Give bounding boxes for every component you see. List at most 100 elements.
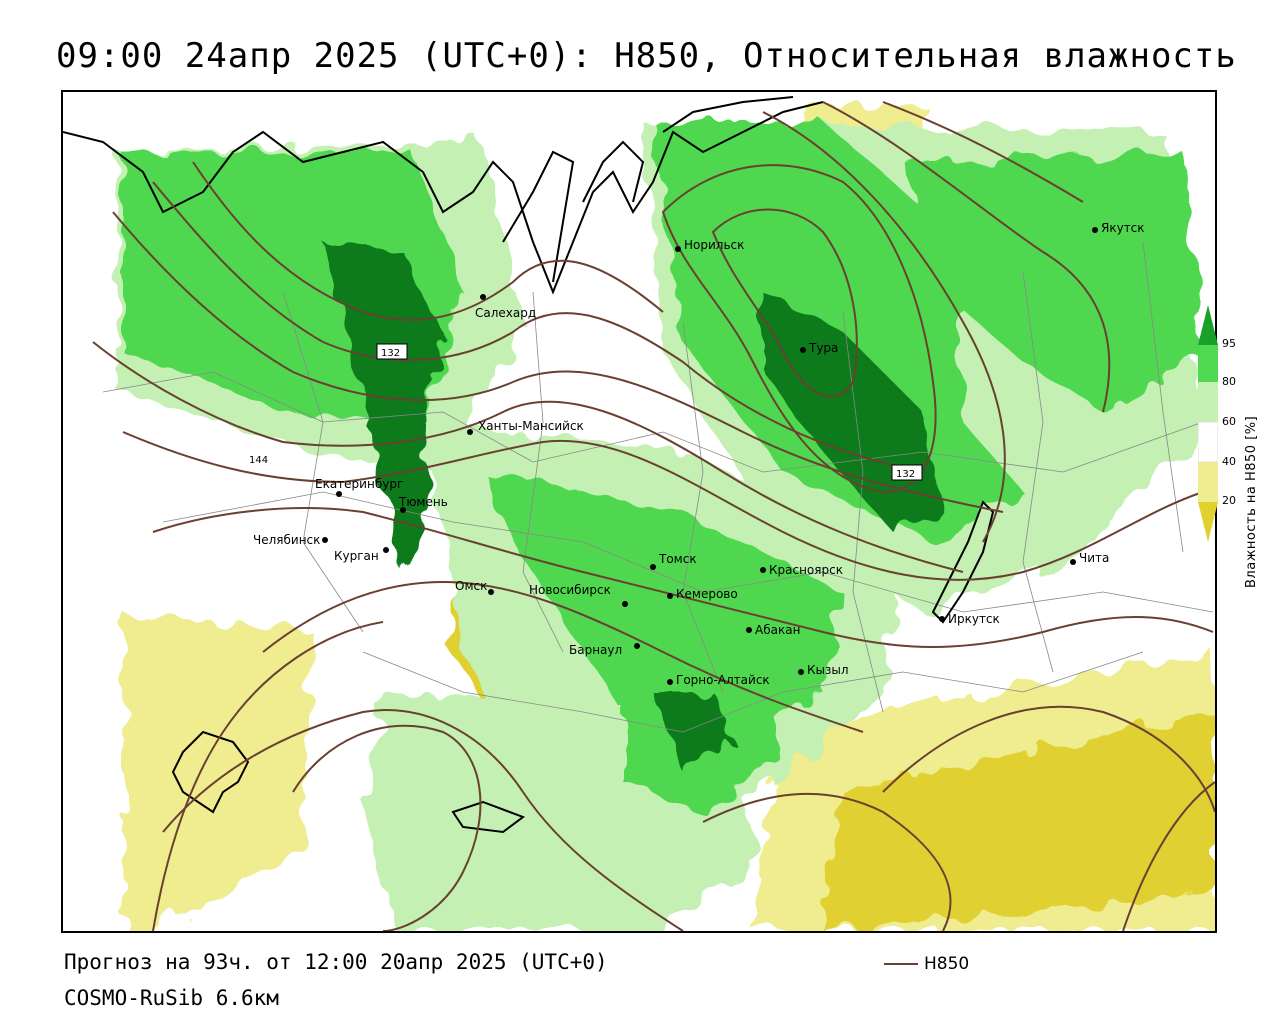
city-label: Тюмень [398,495,448,509]
city-label: Омск [455,579,487,593]
contour-label-2: 132 [896,469,915,480]
city-marker: Чита [1070,551,1109,565]
contour-label-3: 144 [249,455,268,466]
city-dot [746,627,752,633]
city-marker: Томск [650,552,697,570]
city-dot [634,643,640,649]
city-marker: Ханты-Мансийск [467,419,584,435]
contour-labels: 132 132 144 [249,343,923,481]
very-dry-region-southeast [823,712,1215,931]
city-dot [383,547,389,553]
colorbar-band-20 [1198,462,1218,502]
city-marker: Абакан [746,623,800,637]
city-label: Тура [808,341,838,355]
h850-contours [92,101,1215,931]
city-dot [650,564,656,570]
city-label: Абакан [755,623,800,637]
city-dot [400,507,406,513]
colorbar-bottom-arrow [1198,502,1218,542]
map-title: 09:00 24апр 2025 (UTC+0): H850, Относите… [56,36,1237,76]
city-marker: Салехард [475,294,536,320]
city-dot [675,246,681,252]
city-dot [1092,227,1098,233]
city-label: Челябинск [253,533,320,547]
city-label: Кемерово [676,587,738,601]
city-label: Ханты-Мансийск [478,419,584,433]
city-marker: Тура [800,341,838,355]
city-marker: Екатеринбург [315,477,403,497]
city-dot [667,679,673,685]
map-area[interactable]: 132 132 144 Якутск Норильск Салехард Тура Ха… [61,90,1217,933]
city-marker: Якутск [1092,221,1145,235]
city-marker: Иркутск [939,612,1000,626]
colorbar-tick-20: 20 [1222,494,1236,507]
cities-layer: Якутск Норильск Салехард Тура Ханты-Мансийск… [253,221,1145,687]
humidity-field [118,102,1215,931]
wet-region-yakutia [903,152,1203,412]
colorbar-title: Влажность на H850 [%] [1244,360,1268,590]
contour-label-1: 132 [381,348,400,359]
city-dot [622,601,628,607]
colorbar-tick-80: 80 [1222,375,1236,388]
city-label: Новосибирск [529,583,611,597]
lake-balkhash [451,800,526,834]
city-label: Барнаул [569,643,622,657]
city-marker: Тюмень [398,495,448,513]
city-label: Иркутск [948,612,1000,626]
city-label: Якутск [1101,221,1145,235]
city-dot [336,491,342,497]
city-marker: Кызыл [798,663,849,677]
city-dot [480,294,486,300]
colorbar-tick-40: 40 [1222,455,1236,468]
city-marker: Красноярск [760,563,843,577]
colorbar-band-60 [1198,382,1218,422]
colorbar-tick-60: 60 [1222,415,1236,428]
yamal-peninsula [502,150,575,283]
city-label: Екатеринбург [315,477,403,491]
city-dot [667,593,673,599]
city-dot [322,537,328,543]
taymyr-coast [662,96,794,133]
forecast-info: Прогноз на 93ч. от 12:00 20апр 2025 (UTC… [64,950,608,974]
city-dot [488,589,494,595]
city-label: Горно-Алтайск [676,673,770,687]
caspian-sea [171,730,250,814]
legend-line-swatch [884,963,918,965]
city-label: Кызыл [807,663,849,677]
city-label: Красноярск [769,563,843,577]
legend-label: H850 [924,954,970,974]
colorbar-band-40 [1198,421,1218,463]
city-dot [800,347,806,353]
arctic-coastline [63,101,824,295]
city-dot [760,567,766,573]
city-marker: Барнаул [569,643,640,657]
city-dot [798,669,804,675]
contour-ring-tura-inner [711,208,858,398]
city-marker: Кемерово [667,587,738,601]
city-label: Чита [1079,551,1109,565]
colorbar-band-80 [1198,345,1218,382]
legend: H850 [884,954,969,974]
city-marker: Горно-Алтайск [667,673,770,687]
colorbar [1198,305,1218,542]
city-dot [939,616,945,622]
city-dot [467,429,473,435]
city-marker: Новосибирск [529,583,628,607]
map-canvas: 132 132 144 Якутск Норильск Салехард Тура Ха… [63,96,1215,931]
city-marker: Челябинск [253,533,328,547]
colorbar-tick-95: 95 [1222,337,1236,350]
city-label: Салехард [475,306,536,320]
saturated-region-altai [653,692,733,772]
city-label: Курган [334,549,379,563]
city-marker: Омск [455,579,494,595]
city-dot [1070,559,1076,565]
colorbar-top-arrow [1198,305,1218,345]
gydan-peninsula [582,140,645,203]
dry-region-southwest [123,612,313,931]
contour-ring-tura [661,164,937,494]
colorbar-title-text: Влажность на H850 [%] [1244,415,1259,588]
city-label: Томск [658,552,697,566]
city-marker: Норильск [675,238,744,252]
city-marker: Курган [334,547,389,563]
city-label: Норильск [684,238,744,252]
